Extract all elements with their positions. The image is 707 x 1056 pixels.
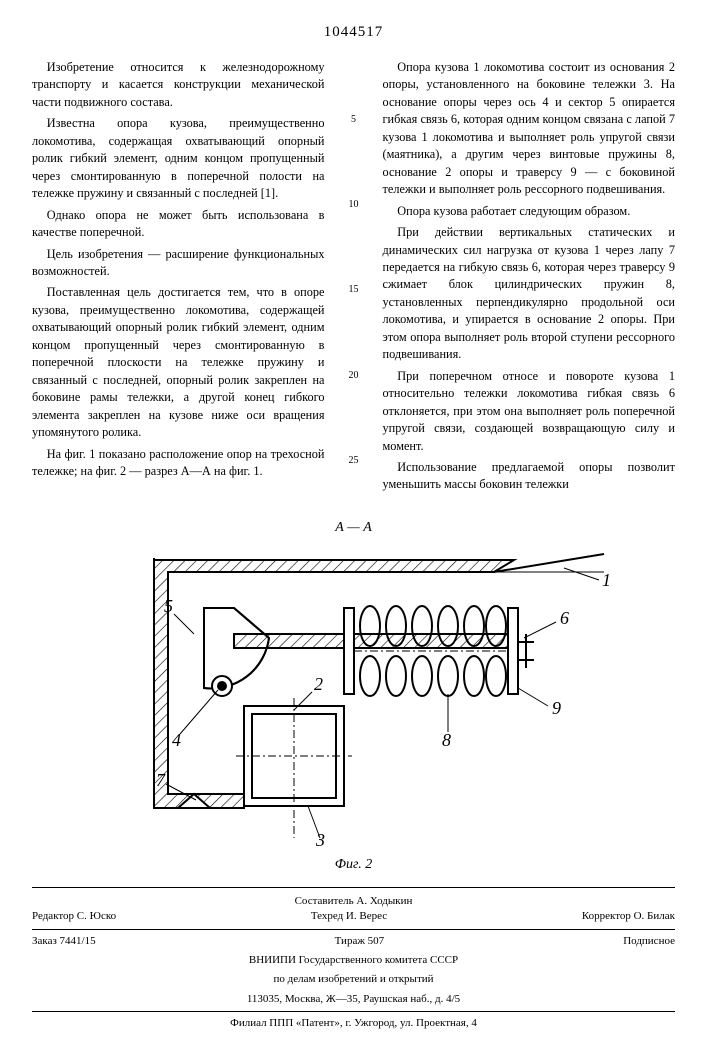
figure-label-9: 9: [552, 698, 561, 718]
figure-2-drawing: 1 5 4 7 2 3 6 8 9: [94, 538, 614, 848]
text-columns: Изобретение относится к железнодорожному…: [32, 59, 675, 498]
paragraph: При поперечном относе и повороте кузова …: [383, 368, 676, 455]
figure-section-label: А — А: [32, 520, 675, 536]
credits-editor: Редактор С. Юско: [32, 909, 116, 924]
paragraph: Использование предлагаемой опоры позволи…: [383, 459, 676, 494]
paragraph: Изобретение относится к железнодорожному…: [32, 59, 325, 111]
paragraph: При действии вертикальных статических и …: [383, 224, 676, 364]
paragraph: Цель изобретения — расширение функционал…: [32, 246, 325, 281]
credits-block: Составитель А. Ходыкин Редактор С. Юско …: [32, 894, 675, 1032]
figure-label-8: 8: [442, 730, 451, 750]
line-number: 25: [347, 454, 361, 468]
line-number: 5: [347, 113, 361, 127]
paragraph: Опора кузова 1 локомотива состоит из осн…: [383, 59, 676, 199]
credits-techred: Техред И. Верес: [311, 909, 387, 924]
credits-subscription: Подписное: [623, 934, 675, 949]
figure-label-7: 7: [156, 770, 166, 790]
paragraph: Опора кузова работает следующим образом.: [383, 203, 676, 220]
divider: [32, 887, 675, 888]
line-number: 10: [347, 198, 361, 212]
figure-caption: Фиг. 2: [32, 857, 675, 873]
left-column: Изобретение относится к железнодорожному…: [32, 59, 325, 498]
credits-org-2: по делам изобретений и открытий: [32, 972, 675, 987]
line-number: 20: [347, 369, 361, 383]
right-column: Опора кузова 1 локомотива состоит из осн…: [383, 59, 676, 498]
credits-compiler: Составитель А. Ходыкин: [32, 894, 675, 909]
divider: [32, 929, 675, 930]
paragraph: Известна опора кузова, преимущественно л…: [32, 115, 325, 202]
figure-2: А — А: [32, 520, 675, 873]
credits-circulation: Тираж 507: [335, 934, 385, 949]
line-number: 15: [347, 283, 361, 297]
figure-label-1: 1: [602, 570, 611, 590]
figure-label-3: 3: [315, 830, 325, 848]
figure-label-5: 5: [164, 596, 173, 616]
document-number: 1044517: [32, 24, 675, 41]
line-number-gutter: 5 10 15 20 25: [347, 59, 361, 498]
paragraph: Поставленная цель достигается тем, что в…: [32, 284, 325, 441]
paragraph: На фиг. 1 показано расположение опор на …: [32, 446, 325, 481]
credits-org-4: Филиал ППП «Патент», г. Ужгород, ул. Про…: [32, 1016, 675, 1031]
figure-label-6: 6: [560, 608, 569, 628]
divider: [32, 1011, 675, 1012]
credits-order: Заказ 7441/15: [32, 934, 96, 949]
paragraph: Однако опора не может быть использована …: [32, 207, 325, 242]
figure-label-2: 2: [314, 674, 323, 694]
credits-corrector: Корректор О. Билак: [582, 909, 675, 924]
credits-org-1: ВНИИПИ Государственного комитета СССР: [32, 953, 675, 968]
figure-label-4: 4: [172, 730, 181, 750]
